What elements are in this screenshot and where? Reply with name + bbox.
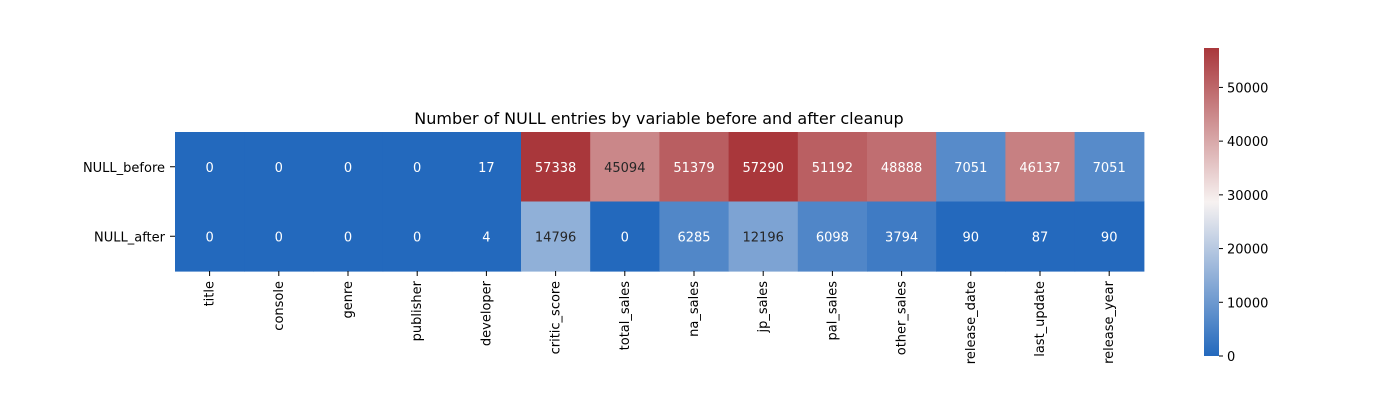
cell-value-label: 7051 [1093, 161, 1126, 176]
x-tick-label: pal_sales [825, 281, 840, 341]
heatmap-cell [1074, 132, 1145, 203]
heatmap-cell [867, 201, 937, 272]
heatmap-cell [728, 201, 799, 272]
cell-value-label: 12196 [743, 230, 784, 245]
colorbar-ticks: 0 10000 20000 30000 40000 50000 [1219, 81, 1268, 365]
cell-value-label: 17 [478, 161, 495, 176]
x-tick-label: genre [341, 281, 356, 319]
cell-value-label: 57290 [743, 161, 784, 176]
x-tick-label: na_sales [687, 281, 702, 337]
heatmap-cell [867, 132, 937, 203]
cell-value-label: 90 [1101, 230, 1118, 245]
cell-value-label: 87 [1032, 230, 1049, 245]
cell-value-label: 46137 [1019, 161, 1060, 176]
heatmap-cell [797, 132, 868, 203]
heatmap-cell [936, 132, 1006, 203]
cell-value-label: 57338 [535, 161, 576, 176]
cell-value-label: 7051 [954, 161, 987, 176]
cell-value-label: 6285 [677, 230, 710, 245]
colorbar-tick-label: 10000 [1227, 296, 1268, 311]
cell-value-label: 51379 [673, 161, 714, 176]
cell-value-label: 0 [275, 161, 283, 176]
heatmap-cell [175, 132, 245, 203]
heatmap-cell [382, 132, 453, 203]
cell-value-label: 45094 [604, 161, 645, 176]
heatmap-cell [936, 201, 1006, 272]
heatmap-cell [451, 132, 522, 203]
cell-value-label: 0 [621, 230, 629, 245]
cell-value-label: 0 [205, 230, 213, 245]
heatmap-cell [1005, 132, 1076, 203]
heatmap-cell [1005, 201, 1076, 272]
cell-value-label: 0 [275, 230, 283, 245]
cell-value-label: 4 [482, 230, 490, 245]
heatmap-cells: 0 0 0 0 17 57338 45094 51379 57290 51192 48888 7051… [175, 132, 1145, 272]
chart-title: Number of NULL entries by variable befor… [414, 109, 903, 128]
cell-value-label: 0 [344, 230, 352, 245]
x-tick-label: console [272, 281, 287, 331]
colorbar [1204, 48, 1219, 356]
x-tick-label: release_date [964, 281, 979, 364]
heatmap-cell [590, 132, 660, 203]
cell-value-label: 51192 [812, 161, 853, 176]
x-tick-label: release_year [1102, 280, 1117, 364]
x-tick-label: critic_score [549, 281, 564, 354]
x-axis-ticks: title console genre publisher developer criti… [203, 271, 1117, 364]
x-tick-label: title [203, 281, 218, 306]
cell-value-label: 0 [413, 161, 421, 176]
heatmap-cell [521, 132, 591, 203]
cell-value-label: 0 [413, 230, 421, 245]
heatmap-cell [590, 201, 660, 272]
heatmap-cell [175, 201, 245, 272]
y-axis-ticks: NULL_before NULL_after [83, 161, 175, 245]
y-tick-label: NULL_before [83, 161, 165, 176]
heatmap-cell [521, 201, 591, 272]
x-tick-label: publisher [410, 280, 425, 341]
heatmap-cell [659, 201, 730, 272]
x-tick-label: last_update [1033, 281, 1048, 357]
heatmap-cell [313, 132, 384, 203]
x-tick-label: jp_sales [756, 281, 771, 334]
cell-value-label: 90 [963, 230, 980, 245]
colorbar-tick-label: 20000 [1227, 243, 1268, 258]
colorbar-tick-label: 40000 [1227, 135, 1268, 150]
cell-value-label: 14796 [535, 230, 576, 245]
x-tick-label: other_sales [895, 281, 910, 355]
heatmap-cell [313, 201, 384, 272]
heatmap-cell [797, 201, 868, 272]
cell-value-label: 3794 [885, 230, 918, 245]
colorbar-tick-label: 30000 [1227, 189, 1268, 204]
x-tick-label: developer [479, 280, 494, 346]
heatmap-cell [451, 201, 522, 272]
heatmap-cell [659, 132, 730, 203]
heatmap-cell [244, 132, 314, 203]
heatmap-cell [728, 132, 799, 203]
cell-value-label: 0 [344, 161, 352, 176]
cell-value-label: 0 [205, 161, 213, 176]
colorbar-tick-label: 50000 [1227, 81, 1268, 96]
colorbar-tick-label: 0 [1227, 350, 1235, 365]
cell-value-label: 48888 [881, 161, 922, 176]
heatmap-cell [244, 201, 314, 272]
heatmap-cell [1074, 201, 1145, 272]
y-tick-label: NULL_after [94, 230, 166, 245]
heatmap-cell [382, 201, 453, 272]
cell-value-label: 6098 [816, 230, 849, 245]
x-tick-label: total_sales [618, 281, 633, 351]
